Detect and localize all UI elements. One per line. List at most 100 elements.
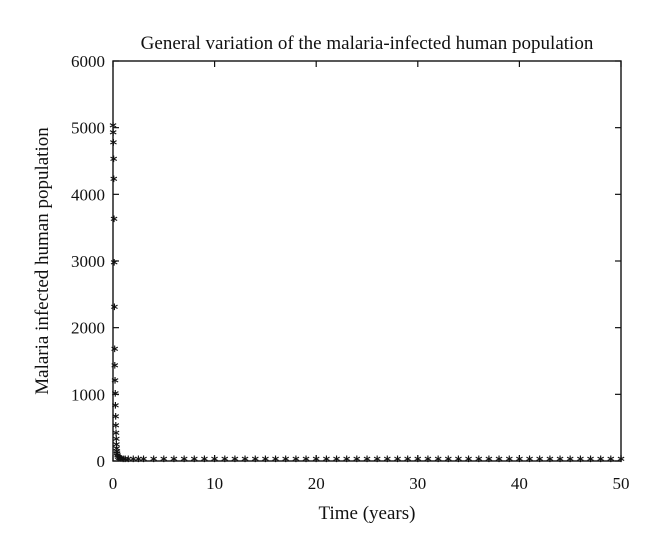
data-point: * [112, 401, 120, 417]
data-point: * [262, 454, 270, 470]
data-point: * [116, 453, 124, 469]
data-point: * [135, 454, 143, 470]
data-point: * [110, 174, 118, 190]
data-point: * [434, 454, 442, 470]
y-tick-label: 3000 [71, 252, 105, 271]
data-point: * [302, 454, 310, 470]
data-point: * [394, 454, 402, 470]
x-tick-label: 50 [613, 474, 630, 493]
data-point: * [567, 454, 575, 470]
data-point: * [201, 454, 209, 470]
y-tick-label: 2000 [71, 319, 105, 338]
x-tick-label: 40 [511, 474, 528, 493]
data-point: * [556, 454, 564, 470]
data-point: * [114, 451, 122, 467]
y-tick-label: 1000 [71, 385, 105, 404]
data-point: * [113, 447, 121, 463]
data-point: * [363, 454, 371, 470]
data-point: * [113, 443, 121, 459]
data-point: * [112, 428, 120, 444]
data-point: * [119, 454, 127, 470]
data-point: * [150, 454, 158, 470]
y-tick-label: 6000 [71, 52, 105, 71]
data-point: * [292, 454, 300, 470]
data-point: * [109, 121, 117, 137]
data-point: * [211, 454, 219, 470]
data-point: * [221, 454, 229, 470]
data-point: * [110, 214, 118, 230]
data-point: * [424, 454, 432, 470]
data-point: * [140, 454, 148, 470]
data-point: * [587, 454, 595, 470]
data-point: * [110, 137, 118, 153]
data-point: * [282, 454, 290, 470]
data-point: * [112, 421, 120, 437]
data-point: * [114, 452, 122, 468]
data-point: * [272, 454, 280, 470]
x-tick-label: 10 [206, 474, 223, 493]
data-point: * [241, 454, 249, 470]
data-point: * [113, 439, 121, 455]
data-point: * [546, 454, 554, 470]
y-tick-label: 5000 [71, 119, 105, 138]
data-point: * [117, 454, 125, 470]
data-point: * [495, 454, 503, 470]
axis-ticks [112, 60, 622, 462]
data-point: * [122, 454, 130, 470]
y-tick-label: 0 [97, 452, 106, 471]
data-point: * [445, 454, 453, 470]
data-point: * [111, 344, 119, 360]
data-point: * [113, 449, 121, 465]
axis-tick-labels: 0 10 20 30 40 50 0 1000 2000 3000 4000 5000 6000 [71, 52, 630, 493]
data-point: * [577, 454, 585, 470]
data-point: * [113, 434, 121, 450]
data-point: * [516, 454, 524, 470]
data-point: * [115, 453, 123, 469]
data-point: * [323, 454, 331, 470]
data-point: * [111, 375, 119, 391]
data-point: * [343, 454, 351, 470]
data-point: * [414, 454, 422, 470]
data-point: * [170, 454, 178, 470]
data-point: * [506, 454, 514, 470]
y-axis-label: Malaria infected human population [32, 127, 53, 395]
data-point: * [526, 454, 534, 470]
data-point: * [180, 454, 188, 470]
x-tick-label: 20 [308, 474, 325, 493]
data-point: * [465, 454, 473, 470]
data-point: * [475, 454, 483, 470]
data-point: * [353, 454, 361, 470]
data-point: * [160, 454, 168, 470]
data-series: ******************************** * * * * * * * *… [109, 121, 625, 470]
data-point: * [373, 454, 381, 470]
x-tick-label: 0 [109, 474, 118, 493]
chart-title: General variation of the malaria-infecte… [141, 33, 594, 54]
y-tick-label: 4000 [71, 185, 105, 204]
data-point: * [112, 411, 120, 427]
x-tick-label: 30 [409, 474, 426, 493]
data-point: * [111, 257, 119, 273]
data-point: * [191, 454, 199, 470]
data-point: * [110, 127, 118, 143]
data-point: * [455, 454, 463, 470]
data-point: * [333, 454, 341, 470]
data-point: * [485, 454, 493, 470]
data-point: * [597, 454, 605, 470]
data-point: * [536, 454, 544, 470]
data-point: * [130, 454, 138, 470]
data-point: * [110, 154, 118, 170]
data-point: * [231, 454, 239, 470]
data-point: * [111, 302, 119, 318]
data-point: * [112, 389, 120, 405]
data-point: * [111, 361, 119, 377]
data-point: * [404, 454, 412, 470]
plot-area-frame [112, 60, 622, 462]
data-point: * [313, 454, 321, 470]
data-point: * [607, 454, 615, 470]
x-axis-label: Time (years) [319, 503, 416, 524]
data-point: * [384, 454, 392, 470]
data-point: * [125, 454, 133, 470]
data-point: * [617, 454, 625, 470]
data-point: * [252, 454, 260, 470]
